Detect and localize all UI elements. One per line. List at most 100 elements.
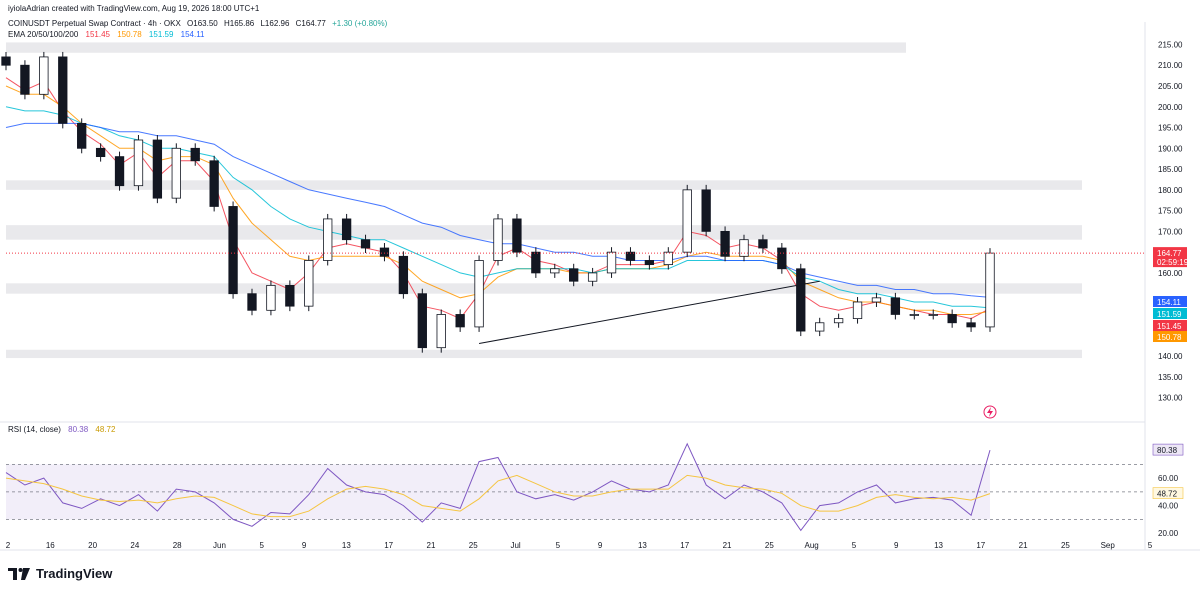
candle-body[interactable] — [833, 318, 844, 324]
ema-line-3[interactable] — [5, 106, 991, 309]
symbol-title[interactable]: COINUSDT Perpetual Swap Contract · 4h · … — [8, 19, 181, 28]
time-tick-label: 21 — [1019, 541, 1028, 550]
candle-body[interactable] — [947, 314, 957, 324]
candle-body[interactable] — [341, 218, 352, 241]
candle-body[interactable] — [606, 251, 617, 274]
candle-body[interactable] — [304, 260, 314, 307]
price-tag-text: 151.45 — [1157, 322, 1182, 331]
time-tick-label: 24 — [130, 541, 139, 550]
candle-body[interactable] — [228, 206, 238, 295]
rsi-ma-line[interactable] — [5, 474, 991, 518]
zone-2[interactable] — [6, 283, 1082, 294]
rsi-legend[interactable]: RSI (14, close) 80.38 48.72 — [8, 425, 120, 434]
price-tick-label: 130.00 — [1158, 394, 1183, 403]
candle-body[interactable] — [985, 252, 995, 328]
candle-body[interactable] — [739, 239, 749, 257]
time-tick-label: 13 — [638, 541, 647, 550]
candle-body[interactable] — [20, 64, 30, 95]
candle-body[interactable] — [436, 314, 446, 349]
zone-0[interactable] — [6, 180, 1082, 190]
candle-body[interactable] — [171, 147, 181, 199]
candle-body[interactable] — [58, 56, 68, 124]
time-tick-label: 20 — [88, 541, 97, 550]
candle-body[interactable] — [133, 139, 144, 187]
candle-body[interactable] — [360, 239, 371, 249]
time-tick-label: 13 — [342, 541, 351, 550]
candle-body[interactable] — [417, 293, 427, 349]
time-tick-label: 25 — [1061, 541, 1070, 550]
time-tick-label: 17 — [976, 541, 985, 550]
rsi-line[interactable] — [5, 442, 991, 532]
rsi-tick-label: 20.00 — [1158, 529, 1179, 538]
candle-body[interactable] — [190, 147, 200, 162]
candle-body[interactable] — [625, 251, 636, 261]
price-tick-label: 135.00 — [1158, 373, 1183, 382]
time-tick-label: 5 — [556, 541, 561, 550]
candle-body[interactable] — [152, 139, 163, 199]
candle-body[interactable] — [777, 247, 787, 270]
candle-body[interactable] — [550, 268, 560, 274]
price-tick-label: 175.00 — [1158, 207, 1183, 216]
time-tick-label: Jun — [213, 541, 226, 550]
symbol-ohlc-legend: COINUSDT Perpetual Swap Contract · 4h · … — [8, 19, 391, 28]
zone-1[interactable] — [6, 225, 1082, 240]
trendline[interactable] — [478, 280, 820, 345]
candle-body[interactable] — [909, 314, 919, 316]
candle-body[interactable] — [285, 284, 295, 307]
candle-body[interactable] — [512, 218, 522, 253]
candle-body[interactable] — [663, 251, 673, 266]
price-tag-150.78 — [1153, 331, 1187, 342]
zone-4[interactable] — [6, 42, 906, 53]
price-tick-label: 190.00 — [1158, 144, 1183, 153]
time-tick-label: 17 — [384, 541, 393, 550]
ema-line-2[interactable] — [5, 85, 991, 315]
candle-body[interactable] — [39, 56, 49, 95]
candle-body[interactable] — [398, 255, 409, 295]
candle-body[interactable] — [966, 322, 976, 328]
candle-body[interactable] — [77, 122, 87, 149]
candle-body[interactable] — [852, 301, 863, 320]
rsi-tag-text: 48.72 — [1157, 490, 1178, 499]
candle-body[interactable] — [720, 230, 730, 257]
candle-body[interactable] — [209, 160, 219, 207]
price-tick-label: 205.00 — [1158, 82, 1183, 91]
candle-body[interactable] — [1, 56, 11, 66]
rsi-tick-label: 40.00 — [1158, 502, 1179, 511]
candle-body[interactable] — [890, 297, 901, 315]
candle-body[interactable] — [455, 314, 465, 328]
lightning-bolt-glyph — [987, 407, 993, 417]
price-tag-151.59 — [1153, 308, 1187, 319]
zone-3[interactable] — [6, 349, 1082, 359]
candle-body[interactable] — [928, 314, 938, 316]
candle-body[interactable] — [379, 247, 390, 257]
candle-body[interactable] — [587, 272, 598, 282]
price-tag-164.77 — [1153, 247, 1187, 268]
candle-body[interactable] — [701, 189, 711, 232]
rsi-ma-value: 48.72 — [95, 425, 116, 434]
candle-body[interactable] — [493, 218, 503, 261]
candle-body[interactable] — [114, 156, 125, 187]
price-tick-label: 215.00 — [1158, 40, 1183, 49]
candle-body[interactable] — [644, 260, 655, 266]
candle-body[interactable] — [815, 322, 825, 332]
time-tick-label: 5 — [260, 541, 265, 550]
rsi-label: RSI (14, close) — [8, 425, 61, 434]
price-tick-label: 160.00 — [1158, 269, 1183, 278]
time-tick-label: 25 — [765, 541, 774, 550]
close-value: C164.77 — [295, 19, 326, 28]
candle-body[interactable] — [95, 147, 106, 158]
candle-body[interactable] — [323, 218, 333, 261]
candle-body[interactable] — [266, 284, 276, 311]
candle-body[interactable] — [474, 260, 484, 328]
price-tick-label: 200.00 — [1158, 103, 1183, 112]
candle-body[interactable] — [531, 251, 541, 274]
candle-body[interactable] — [758, 239, 768, 249]
candle-body[interactable] — [569, 268, 579, 282]
candle-body[interactable] — [247, 293, 257, 311]
ema-legend[interactable]: EMA 20/50/100/200 151.45 150.78 151.59 1… — [8, 30, 210, 39]
candle-body[interactable] — [871, 297, 882, 303]
candle-body[interactable] — [682, 189, 692, 253]
candle-body[interactable] — [796, 268, 806, 332]
price-tag-154.11 — [1153, 296, 1187, 307]
